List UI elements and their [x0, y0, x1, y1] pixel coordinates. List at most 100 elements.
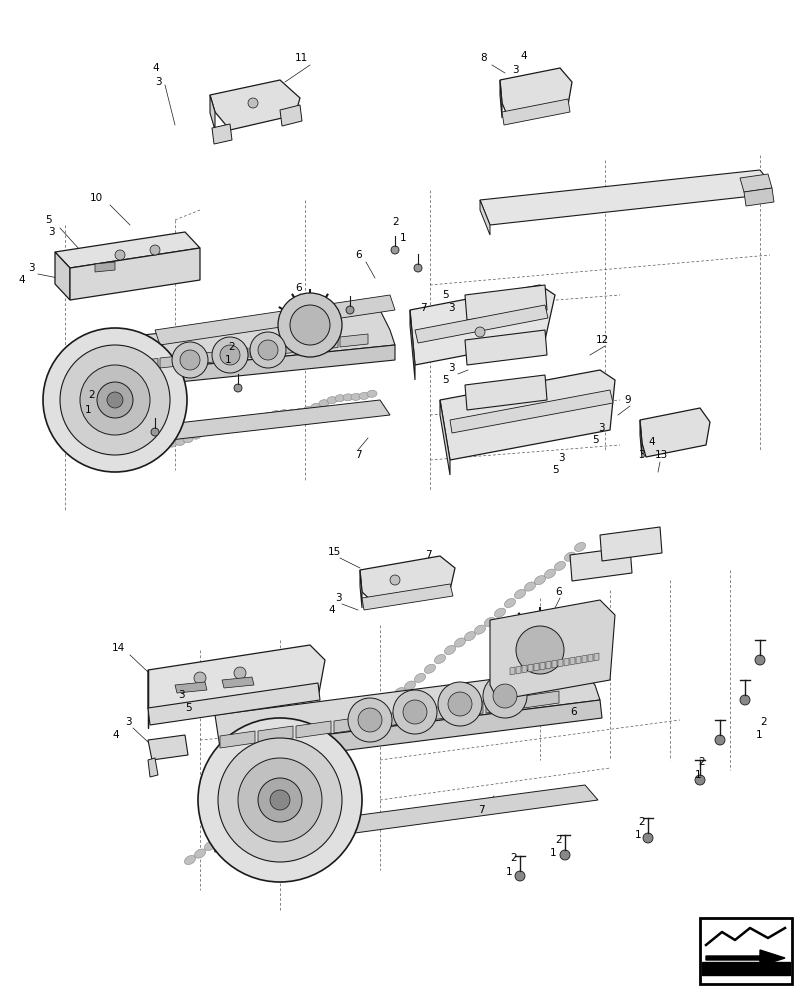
Polygon shape: [465, 330, 547, 365]
Circle shape: [515, 626, 564, 674]
Ellipse shape: [564, 552, 575, 561]
Circle shape: [115, 250, 125, 260]
Ellipse shape: [224, 823, 235, 832]
Text: 4: 4: [18, 275, 24, 285]
Circle shape: [358, 708, 381, 732]
Text: 1: 1: [225, 355, 231, 365]
Polygon shape: [479, 170, 767, 225]
Polygon shape: [55, 232, 200, 268]
Circle shape: [348, 698, 392, 742]
Polygon shape: [639, 420, 642, 458]
Circle shape: [694, 775, 704, 785]
Ellipse shape: [524, 582, 535, 591]
Ellipse shape: [175, 438, 185, 445]
Circle shape: [172, 342, 208, 378]
Text: 6: 6: [294, 283, 301, 293]
Polygon shape: [509, 667, 514, 675]
Text: 3: 3: [637, 450, 644, 460]
Polygon shape: [148, 645, 324, 723]
Ellipse shape: [271, 411, 281, 418]
Circle shape: [60, 345, 169, 455]
Text: 15: 15: [328, 547, 341, 557]
Text: 4: 4: [328, 605, 334, 615]
Ellipse shape: [238, 422, 249, 429]
Ellipse shape: [514, 589, 525, 599]
Ellipse shape: [247, 419, 256, 426]
Polygon shape: [639, 408, 709, 457]
Ellipse shape: [304, 757, 315, 767]
Polygon shape: [569, 547, 631, 581]
Text: 5: 5: [185, 703, 191, 713]
Polygon shape: [130, 359, 158, 371]
Polygon shape: [95, 262, 115, 272]
Ellipse shape: [167, 440, 177, 447]
Ellipse shape: [367, 390, 376, 397]
Polygon shape: [527, 664, 532, 672]
Circle shape: [80, 365, 150, 435]
Text: 3: 3: [597, 423, 604, 433]
Circle shape: [290, 305, 329, 345]
Ellipse shape: [474, 625, 485, 634]
Polygon shape: [521, 665, 526, 673]
Polygon shape: [500, 68, 571, 117]
Polygon shape: [220, 348, 247, 361]
Circle shape: [492, 684, 517, 708]
Polygon shape: [70, 248, 200, 300]
Polygon shape: [258, 726, 293, 743]
Polygon shape: [148, 758, 158, 777]
Text: 2: 2: [759, 717, 766, 727]
Ellipse shape: [354, 720, 365, 729]
Ellipse shape: [182, 436, 193, 443]
Text: 9: 9: [623, 395, 630, 405]
Polygon shape: [333, 716, 368, 733]
Ellipse shape: [494, 608, 505, 617]
Ellipse shape: [214, 832, 225, 841]
Text: 5: 5: [441, 375, 448, 385]
Polygon shape: [702, 962, 789, 975]
Circle shape: [437, 682, 482, 726]
Circle shape: [402, 700, 427, 724]
Text: 3: 3: [448, 303, 454, 313]
Text: 1: 1: [549, 848, 556, 858]
Ellipse shape: [103, 456, 113, 463]
Ellipse shape: [464, 632, 475, 641]
Polygon shape: [705, 950, 784, 966]
Polygon shape: [221, 677, 254, 688]
Text: 6: 6: [354, 250, 361, 260]
Polygon shape: [215, 668, 599, 748]
Polygon shape: [414, 305, 547, 343]
Text: 13: 13: [654, 450, 667, 460]
Ellipse shape: [279, 410, 289, 417]
Text: 5: 5: [441, 290, 448, 300]
Ellipse shape: [414, 673, 425, 683]
Text: 10: 10: [90, 193, 103, 203]
Circle shape: [150, 245, 160, 255]
Text: 7: 7: [419, 303, 426, 313]
Polygon shape: [220, 731, 255, 748]
Ellipse shape: [294, 767, 305, 776]
FancyBboxPatch shape: [699, 918, 791, 984]
Polygon shape: [489, 600, 614, 700]
Text: 5: 5: [551, 465, 558, 475]
Ellipse shape: [543, 569, 555, 578]
Ellipse shape: [199, 429, 208, 436]
Ellipse shape: [254, 799, 265, 809]
Ellipse shape: [394, 688, 405, 697]
Ellipse shape: [554, 561, 565, 570]
Circle shape: [448, 692, 471, 716]
Polygon shape: [465, 285, 547, 320]
Polygon shape: [440, 400, 449, 475]
Text: 4: 4: [112, 730, 118, 740]
Circle shape: [754, 655, 764, 665]
Polygon shape: [581, 655, 586, 663]
Text: 3: 3: [448, 363, 454, 373]
Text: 3: 3: [512, 65, 518, 75]
Circle shape: [345, 306, 354, 314]
Circle shape: [217, 738, 341, 862]
Ellipse shape: [184, 855, 195, 865]
Polygon shape: [359, 556, 454, 604]
Polygon shape: [148, 735, 188, 760]
Circle shape: [474, 327, 484, 337]
Polygon shape: [743, 188, 773, 206]
Circle shape: [107, 392, 122, 408]
